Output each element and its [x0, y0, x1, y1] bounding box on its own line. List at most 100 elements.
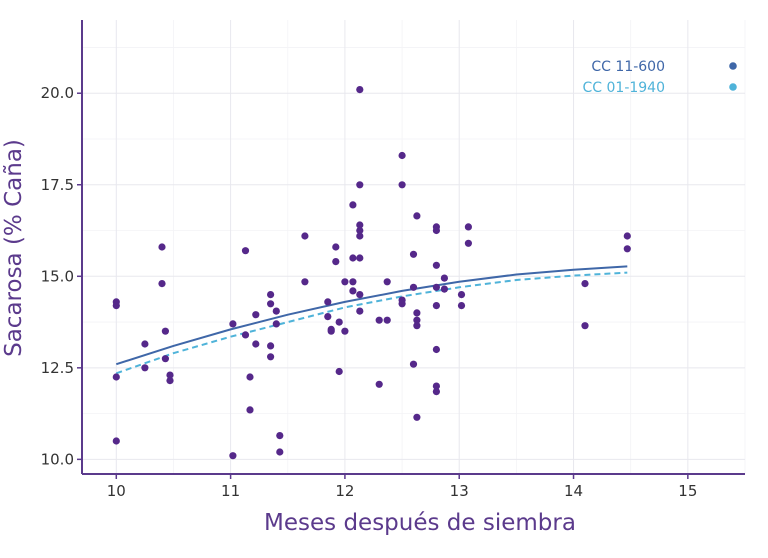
data-point — [432, 382, 440, 390]
data-point — [432, 283, 440, 291]
data-point — [409, 250, 418, 258]
x-axis-title: Meses después de siembra — [264, 510, 576, 536]
legend: CC 11-600 CC 01-1940 — [583, 59, 737, 96]
data-point — [349, 287, 357, 295]
y-tick-label: 10.0 — [41, 450, 74, 468]
data-point — [161, 355, 169, 363]
y-tick-label: 17.5 — [41, 176, 74, 194]
data-point — [166, 371, 174, 379]
data-point — [272, 320, 280, 328]
data-point — [398, 300, 406, 308]
data-point — [166, 377, 174, 385]
data-point — [398, 151, 406, 160]
data-point — [349, 254, 357, 262]
data-point — [349, 278, 357, 286]
data-point — [112, 437, 120, 445]
data-point — [301, 278, 309, 286]
data-point — [276, 448, 284, 456]
data-point — [272, 307, 280, 315]
data-point — [356, 86, 364, 94]
y-tick-label: 20.0 — [41, 84, 74, 102]
data-point — [332, 243, 340, 251]
data-point — [356, 254, 364, 262]
data-point — [581, 322, 589, 330]
data-point — [141, 364, 149, 372]
data-point — [398, 181, 406, 189]
minor-gridlines — [82, 20, 746, 474]
data-point — [440, 285, 448, 293]
data-point — [301, 232, 309, 240]
legend-marker — [729, 83, 737, 91]
y-tick-label: 15.0 — [41, 267, 74, 285]
data-point — [432, 345, 440, 354]
data-point — [246, 373, 254, 381]
data-point — [158, 243, 166, 251]
data-point — [432, 388, 440, 396]
fit-lines — [115, 265, 628, 375]
x-tick-label: 13 — [450, 482, 469, 500]
data-point — [349, 201, 357, 209]
data-point — [229, 320, 237, 328]
x-tick-label: 12 — [335, 482, 354, 500]
x-tick-label: 10 — [107, 482, 126, 500]
data-point — [432, 226, 440, 235]
data-point — [324, 298, 332, 306]
data-point — [267, 342, 275, 350]
data-point — [252, 311, 260, 319]
data-point — [267, 291, 275, 299]
data-point — [141, 340, 149, 348]
data-point — [457, 302, 466, 310]
fit-line — [115, 271, 628, 375]
data-point — [356, 291, 364, 299]
data-point — [252, 340, 260, 348]
data-point — [413, 322, 421, 330]
data-point — [158, 280, 166, 288]
data-point — [464, 239, 472, 247]
data-point — [432, 261, 440, 269]
data-point — [413, 212, 421, 220]
data-point — [335, 367, 343, 376]
data-point — [241, 247, 250, 255]
data-point — [440, 274, 448, 282]
data-point — [413, 316, 421, 324]
data-point — [581, 280, 589, 288]
data-point — [623, 245, 631, 253]
data-point — [375, 316, 383, 324]
data-point — [623, 232, 631, 240]
data-point — [161, 327, 169, 335]
data-point — [229, 452, 237, 460]
legend-label: CC 01-1940 — [583, 80, 666, 96]
data-point — [457, 291, 466, 299]
data-point — [112, 373, 120, 381]
data-point — [356, 232, 364, 240]
data-point — [432, 302, 440, 310]
data-point — [413, 309, 421, 317]
data-point — [413, 413, 421, 421]
data-point — [409, 283, 418, 291]
data-point — [356, 226, 364, 235]
legend-marker — [729, 62, 737, 70]
x-tick-label: 11 — [221, 482, 240, 500]
y-axis-title: Sacarosa (% Caña) — [1, 139, 27, 357]
data-point — [356, 181, 364, 189]
data-point — [324, 313, 332, 321]
data-point — [332, 258, 340, 266]
data-point — [375, 380, 383, 388]
data-point — [341, 327, 349, 335]
major-gridlines — [82, 20, 745, 474]
data-point — [464, 223, 472, 231]
data-point — [327, 327, 335, 335]
data-point — [383, 278, 391, 286]
data-point — [112, 302, 120, 310]
y-tick-label: 12.5 — [41, 359, 74, 377]
data-point — [383, 316, 391, 324]
data-point — [276, 432, 284, 440]
data-points — [112, 86, 631, 460]
axes — [81, 20, 745, 475]
data-point — [409, 360, 418, 368]
data-point — [267, 300, 275, 308]
x-tick-label: 15 — [678, 482, 697, 500]
data-point — [335, 318, 343, 326]
y-axis-ticks: 10.0 12.5 15.0 17.5 20.0 — [41, 84, 82, 468]
